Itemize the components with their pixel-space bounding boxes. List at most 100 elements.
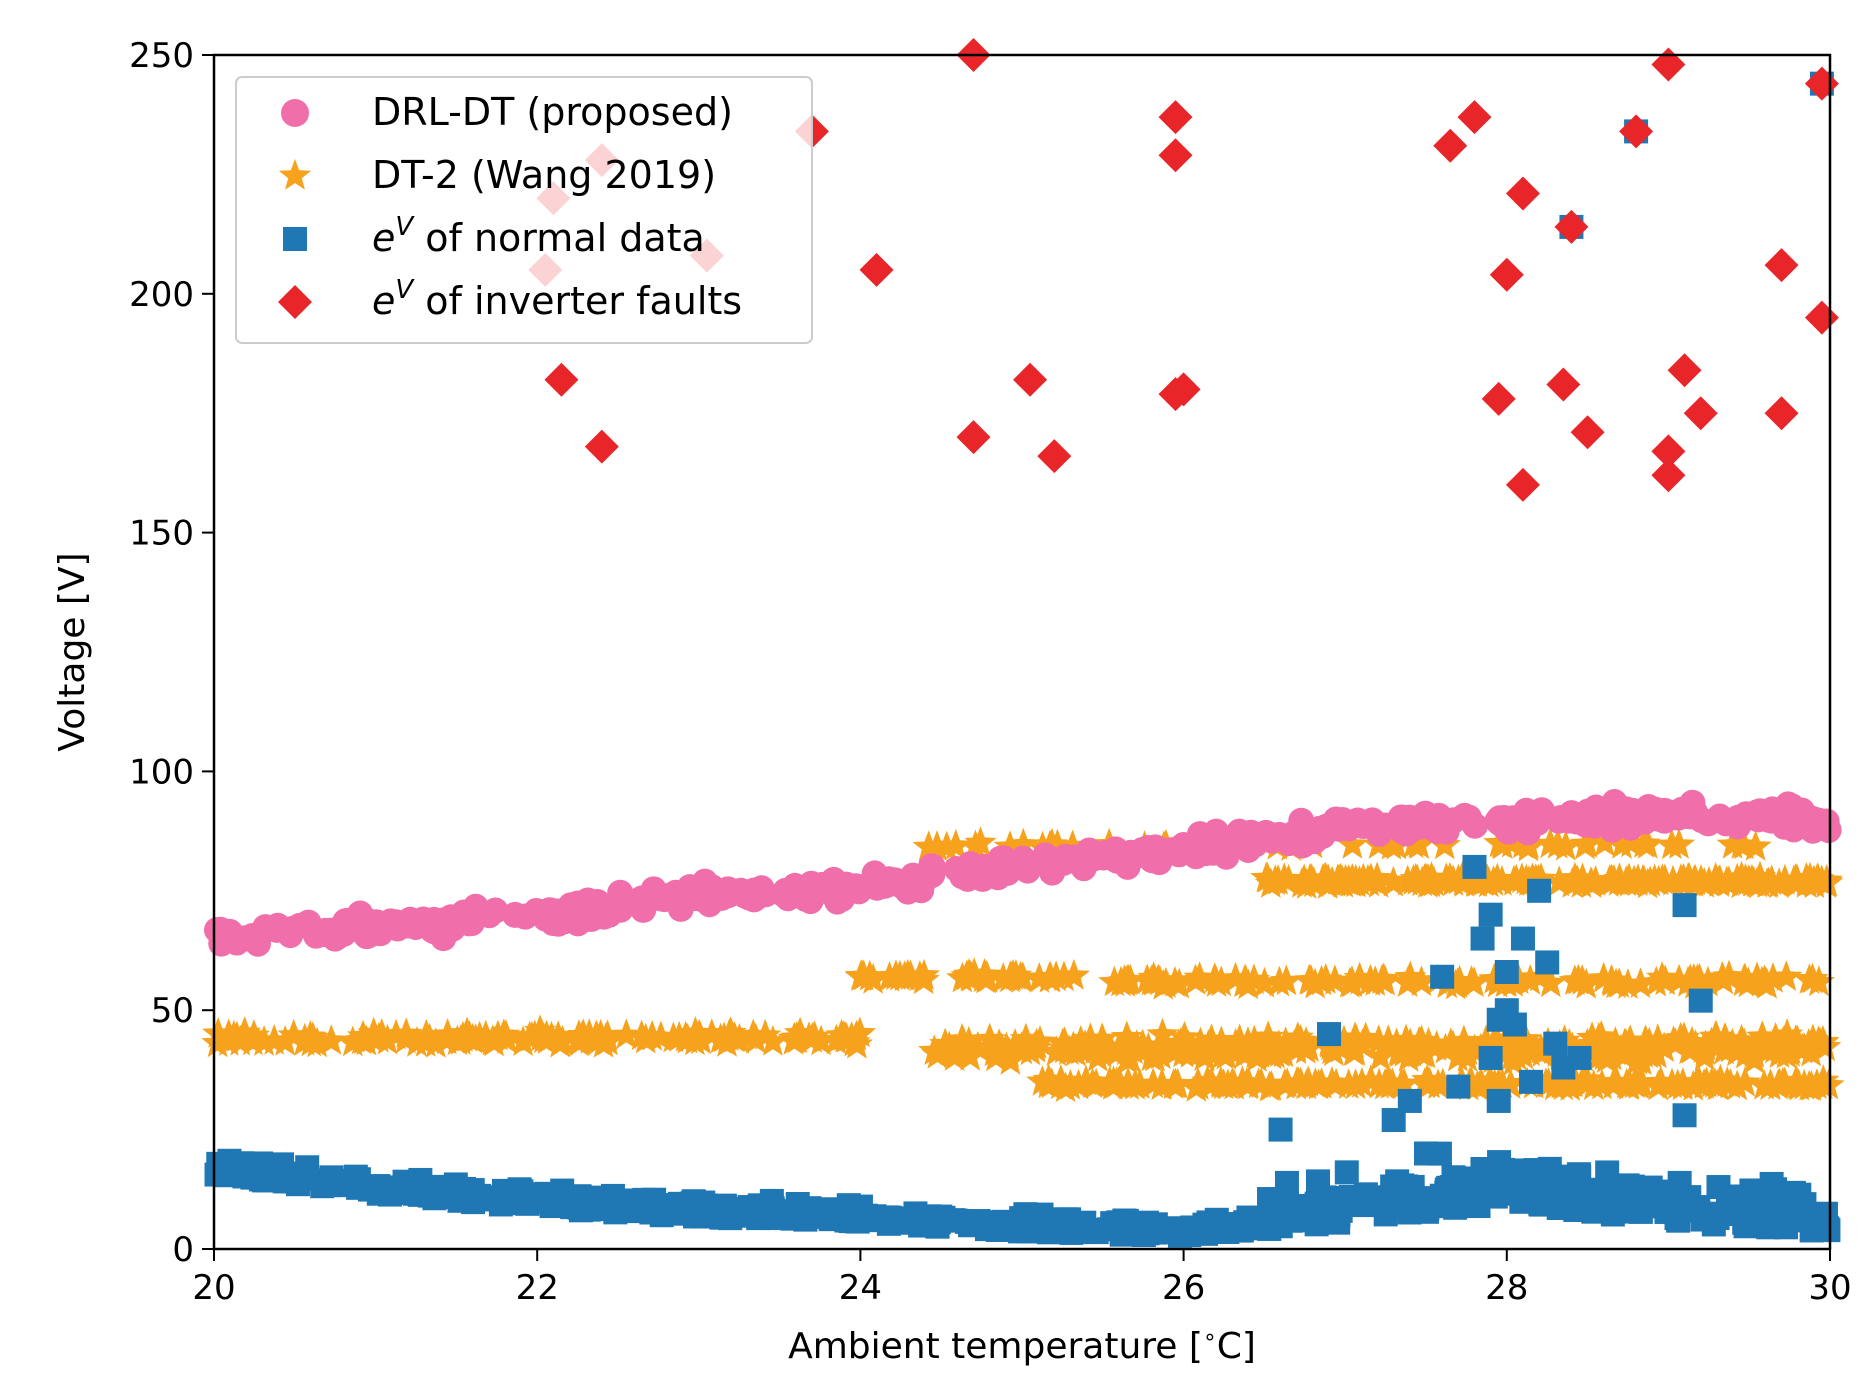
data-point-dt-2 <box>1337 1035 1370 1066</box>
data-point-inverter-faults <box>1158 377 1193 412</box>
data-point-normal-data <box>1462 854 1487 879</box>
y-tick-label: 100 <box>129 752 194 792</box>
x-tick-label: 26 <box>1162 1268 1205 1308</box>
data-point-dt-2 <box>228 1016 261 1047</box>
data-point-dt-2 <box>1272 863 1305 895</box>
data-point-dt-2 <box>1561 864 1594 896</box>
data-point-dt-2 <box>1793 963 1826 994</box>
data-point-inverter-faults <box>1433 128 1468 163</box>
data-point-inverter-faults <box>1619 114 1654 149</box>
data-point-dt-2 <box>1250 861 1283 893</box>
data-point-normal-data <box>1385 1169 1410 1194</box>
data-point-dt-2 <box>938 1040 971 1071</box>
data-point-dt-2 <box>1252 1020 1285 1051</box>
data-point-inverter-faults <box>1457 100 1492 135</box>
axes-frame <box>212 53 1832 1251</box>
axis-ticks: 20 22 24 26 28 30 0 50 100 150 200 250 <box>129 36 1852 1308</box>
data-point-dt-2 <box>1336 827 1369 859</box>
data-point-dt-2 <box>1295 863 1328 895</box>
y-tick-label: 250 <box>129 36 194 76</box>
data-point-dt-2 <box>476 1024 509 1056</box>
data-point-normal-data <box>1106 1210 1131 1235</box>
data-point-dt-2 <box>1270 964 1303 996</box>
data-point-dt-2 <box>1599 1034 1632 1066</box>
data-point-dt-2 <box>1123 1068 1156 1099</box>
data-point-dt-2 <box>1701 1029 1734 1061</box>
data-point-dt-2 <box>1364 1040 1397 1071</box>
data-point-dt-2 <box>288 1022 321 1054</box>
data-point-dt-2 <box>1076 1067 1109 1099</box>
x-axis-label-degree: ∘ <box>1203 1325 1217 1350</box>
data-point-dt-2 <box>1573 1028 1606 1060</box>
data-point-dt-2 <box>1032 1063 1065 1094</box>
data-point-dt-2 <box>1441 967 1474 998</box>
data-point-dt-2 <box>1679 1029 1712 1060</box>
data-point-inverter-faults <box>956 420 991 455</box>
data-point-dt-2 <box>1624 967 1657 998</box>
x-tick-label: 30 <box>1808 1268 1851 1308</box>
data-point-dt-2 <box>1611 968 1645 999</box>
data-point-dt-2 <box>1311 868 1344 899</box>
data-point-dt-2 <box>202 1017 235 1048</box>
data-point-dt-2 <box>1402 826 1435 858</box>
data-point-normal-data <box>1672 1103 1697 1128</box>
data-point-dt-2 <box>1114 1042 1147 1073</box>
y-axis-label: Voltage [V] <box>52 552 93 751</box>
data-point-dt-2 <box>1656 864 1690 896</box>
data-point-dt-2 <box>1629 1031 1663 1063</box>
data-point-drl-dt <box>1425 802 1452 829</box>
data-point-inverter-faults <box>1546 367 1581 402</box>
data-point-normal-data <box>1397 1088 1422 1113</box>
y-tick-label: 150 <box>129 514 194 554</box>
data-point-drl-dt <box>1141 839 1168 866</box>
data-point-drl-dt <box>455 908 482 935</box>
data-point-dt-2 <box>1451 1040 1484 1072</box>
data-point-normal-data <box>1334 1160 1359 1185</box>
data-point-dt-2 <box>997 959 1030 990</box>
data-point-normal-data <box>1684 1196 1709 1221</box>
data-point-dt-2 <box>1618 1067 1651 1099</box>
data-point-inverter-faults <box>1489 257 1524 292</box>
data-point-dt-2 <box>1382 1034 1415 1066</box>
data-point-inverter-faults <box>1505 176 1540 211</box>
data-point-dt-2 <box>1728 963 1761 994</box>
data-point-dt-2 <box>929 1027 962 1059</box>
data-point-dt-2 <box>1523 960 1556 992</box>
data-point-dt-2 <box>1614 826 1648 858</box>
data-point-drl-dt <box>635 887 662 914</box>
data-point-normal-data <box>1815 1216 1840 1241</box>
data-point-dt-2 <box>456 1022 489 1054</box>
data-point-dt-2 <box>970 959 1003 991</box>
data-point-drl-dt <box>774 885 801 912</box>
data-point-drl-dt <box>1695 810 1722 837</box>
data-point-inverter-faults <box>1554 209 1589 244</box>
data-point-dt-2 <box>1040 1035 1073 1067</box>
data-point-drl-dt <box>1500 805 1527 832</box>
data-point-dt-2 <box>1677 865 1710 897</box>
data-point-dt-2 <box>1081 1040 1114 1072</box>
data-point-dt-2 <box>1034 961 1067 993</box>
data-point-dt-2 <box>1391 966 1424 997</box>
data-point-dt-2 <box>491 1023 524 1054</box>
data-point-drl-dt <box>1545 807 1572 834</box>
data-point-normal-data <box>1510 926 1535 951</box>
data-point-dt-2 <box>1547 1069 1580 1101</box>
data-point-dt-2 <box>506 1025 540 1056</box>
data-point-dt-2 <box>1800 1068 1834 1099</box>
data-point-dt-2 <box>1534 966 1567 998</box>
data-point-dt-2 <box>1018 1031 1051 1062</box>
legend-marker-inverter-faults <box>278 285 312 319</box>
data-point-normal-data <box>1787 1182 1812 1207</box>
data-point-dt-2 <box>564 1024 597 1056</box>
data-point-dt-2 <box>1195 1066 1228 1098</box>
data-point-dt-2 <box>269 1025 302 1056</box>
data-point-dt-2 <box>1207 1034 1240 1066</box>
data-point-dt-2 <box>1447 864 1480 896</box>
data-point-dt-2 <box>1305 964 1338 996</box>
data-point-drl-dt <box>204 917 231 944</box>
data-point-normal-data <box>1494 959 1519 984</box>
data-point-drl-dt <box>565 900 592 927</box>
data-point-dt-2 <box>1354 1064 1387 1095</box>
data-point-dt-2 <box>1231 1068 1265 1100</box>
data-point-dt-2 <box>1167 1036 1200 1068</box>
